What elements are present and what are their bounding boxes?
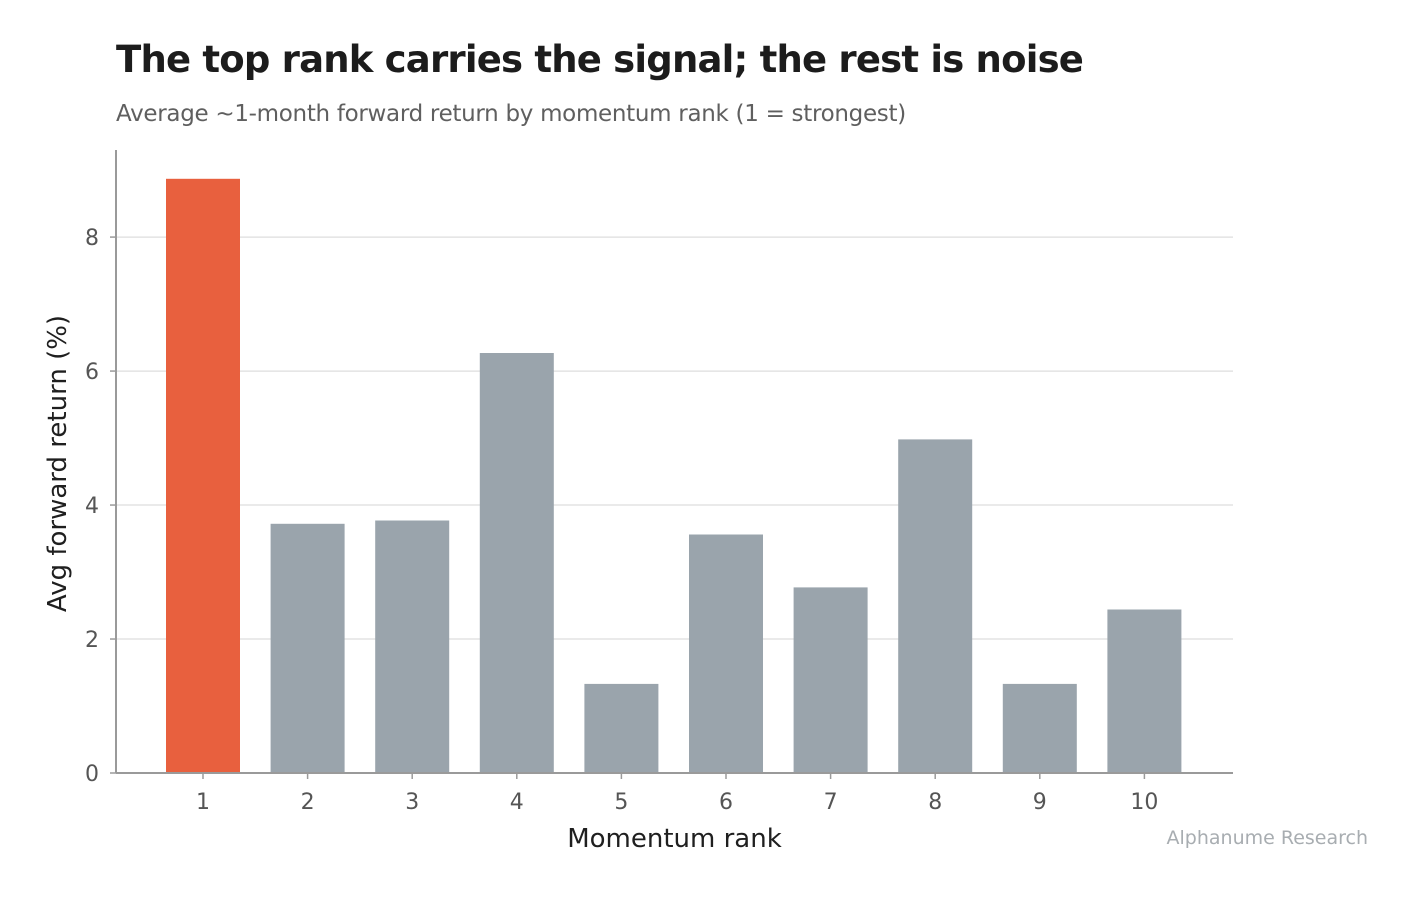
- chart-title: The top rank carries the signal; the res…: [116, 38, 1084, 81]
- bar-rank-6: [689, 534, 763, 773]
- y-tick-label: 2: [85, 628, 99, 653]
- y-tick-label: 6: [85, 360, 99, 385]
- axes: [115, 150, 1233, 774]
- y-tick-labels: 0 2 4 6 8: [85, 226, 116, 787]
- y-tick-label: 8: [85, 226, 99, 251]
- bar-rank-4: [479, 353, 554, 773]
- x-tick-label: 6: [719, 790, 733, 815]
- x-tick-label: 10: [1130, 790, 1158, 815]
- x-tick-label: 9: [1033, 790, 1047, 815]
- x-axis-label: Momentum rank: [567, 824, 782, 854]
- x-tick-label: 8: [928, 790, 942, 815]
- bar-rank-1: [166, 178, 240, 774]
- bar-rank-10: [1107, 609, 1182, 773]
- bar-rank-2: [270, 523, 345, 773]
- y-tick-label: 4: [85, 494, 99, 519]
- x-tick-labels: 1 2 3 4 5 6 7 8 9 10: [196, 773, 1158, 815]
- bar-rank-8: [898, 439, 973, 773]
- y-axis-label: Avg forward return (%): [43, 315, 73, 612]
- bars: [166, 178, 1182, 774]
- source-note: Alphanume Research: [1166, 827, 1369, 849]
- x-tick-label: 3: [405, 790, 419, 815]
- x-tick-label: 1: [196, 790, 210, 815]
- y-tick-label: 0: [85, 762, 99, 787]
- x-tick-label: 5: [614, 790, 628, 815]
- x-tick-label: 4: [510, 790, 524, 815]
- bar-rank-3: [375, 520, 450, 773]
- bar-rank-9: [1002, 683, 1077, 773]
- chart-subtitle: Average ~1-month forward return by momen…: [116, 101, 906, 127]
- x-tick-label: 2: [301, 790, 315, 815]
- x-tick-label: 7: [824, 790, 838, 815]
- bar-rank-7: [793, 587, 868, 773]
- bar-rank-5: [584, 683, 659, 773]
